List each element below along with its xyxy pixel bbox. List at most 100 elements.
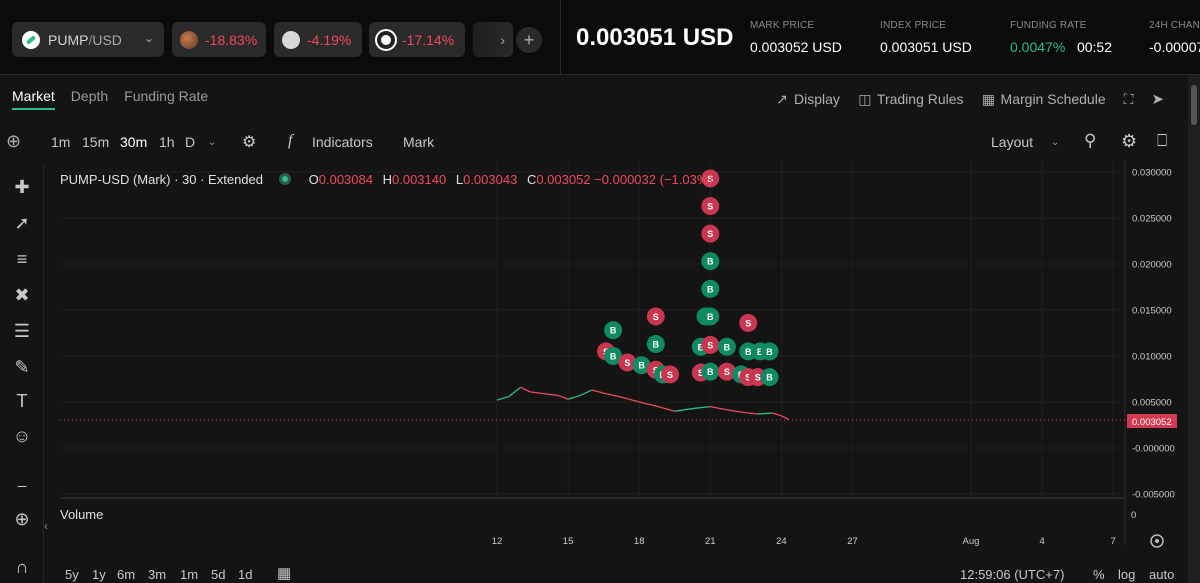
marker-circle	[701, 224, 720, 243]
crosshair-icon[interactable]: ✚	[14, 177, 30, 197]
marker-label: S	[755, 373, 761, 383]
ticker-chip[interactable]: -17.14%	[369, 22, 465, 57]
collapse-toolbar-icon[interactable]: ‹	[44, 519, 48, 533]
marker-label: S	[745, 318, 751, 328]
x-tick-label: 21	[705, 536, 716, 547]
margin-schedule-button[interactable]: ▦ Margin Schedule	[982, 91, 1106, 108]
price-segment	[558, 394, 569, 400]
x-tick-label: 24	[776, 536, 787, 547]
legend-title: PUMP-USD (Mark) · 30 · Extended	[60, 172, 263, 187]
marker-label: B	[707, 284, 714, 294]
next-ticker-button[interactable]: ›	[473, 22, 513, 57]
fib-icon[interactable]: ☰	[13, 321, 31, 341]
gear-icon[interactable]: ⚙	[1121, 131, 1138, 151]
pattern-icon[interactable]: ✖	[14, 285, 30, 305]
chart-tabs: Market Depth Funding Rate	[12, 88, 208, 110]
y-tick-label: 0.005000	[1132, 398, 1172, 409]
price-segment	[657, 405, 675, 412]
marker-label: B	[610, 326, 617, 336]
x-tick-label: 4	[1039, 536, 1044, 547]
interval-15m[interactable]: 15m	[82, 134, 110, 150]
calendar-icon: ▦	[981, 90, 996, 107]
y-tick-label: 0.010000	[1132, 352, 1172, 363]
magnet-icon[interactable]: ∩	[15, 557, 29, 577]
price-segment	[530, 391, 545, 395]
chart-right-tools: ↗ Display ◫ Trading Rules ▦ Margin Schedule…	[775, 90, 1164, 109]
ticker-chip[interactable]: -18.83%	[172, 22, 266, 57]
calendar-icon[interactable]: ▦	[277, 565, 292, 582]
add-ticker-button[interactable]: +	[516, 27, 542, 53]
trading-rules-button[interactable]: ◫ Trading Rules	[858, 91, 963, 108]
price-segment	[771, 412, 782, 417]
interval-1h[interactable]: 1h	[159, 134, 175, 150]
tab-funding-rate[interactable]: Funding Rate	[124, 88, 209, 104]
scroll-thumb[interactable]	[1191, 85, 1197, 125]
buy-marker: B	[701, 279, 720, 298]
ruler-icon[interactable]: ⎯	[17, 475, 27, 495]
text-icon[interactable]: T	[16, 391, 28, 411]
share-icon[interactable]: ➤	[1151, 91, 1164, 108]
marker-label: S	[707, 229, 713, 239]
chevron-down-icon[interactable]: ⌄	[1051, 137, 1060, 148]
auto-toggle[interactable]: auto	[1149, 567, 1175, 582]
x-tick-label: 27	[847, 536, 858, 547]
brush-icon[interactable]: ✎	[14, 357, 30, 377]
mark-price-toggle[interactable]: Mark	[403, 134, 435, 150]
index-price-stat: INDEX PRICE 0.003051 USD	[880, 20, 972, 55]
marker-label: S	[707, 174, 713, 184]
chevron-down-icon: ⌄	[143, 31, 154, 45]
zoom-in-icon[interactable]: ⊕	[14, 509, 30, 529]
range-3m[interactable]: 3m	[148, 567, 167, 582]
indicators-button[interactable]: Indicators	[312, 134, 373, 150]
horizontal-lines-icon[interactable]: ≡	[16, 249, 28, 269]
search-indicator-icon[interactable]: ⚲	[1084, 131, 1097, 150]
buy-marker: B	[760, 368, 779, 387]
funding-rate-value: 0.0047%	[1010, 39, 1066, 55]
tab-depth[interactable]: Depth	[70, 88, 109, 104]
buy-marker: B	[632, 356, 651, 375]
x-tick-label: 15	[563, 536, 574, 547]
buy-marker: B	[760, 342, 779, 361]
interval-d[interactable]: D	[185, 134, 196, 150]
range-5y[interactable]: 5y	[65, 567, 79, 582]
vertical-scrollbar[interactable]	[1188, 75, 1200, 583]
pair-selector[interactable]: PUMP / USD ⌄	[12, 22, 164, 57]
range-5d[interactable]: 5d	[211, 567, 226, 582]
price-segment	[741, 411, 758, 415]
trend-line-icon[interactable]: ➚	[14, 213, 30, 233]
mark-price-label: MARK PRICE	[750, 20, 815, 31]
margin-schedule-label: Margin Schedule	[1000, 90, 1106, 107]
interval-30m[interactable]: 30m	[120, 134, 148, 150]
chevron-down-icon[interactable]: ⌄	[208, 137, 217, 148]
range-6m[interactable]: 6m	[117, 567, 136, 582]
log-toggle[interactable]: log	[1118, 567, 1136, 582]
ticker-chip[interactable]: -4.19%	[274, 22, 362, 57]
range-1y[interactable]: 1y	[92, 567, 106, 582]
marker-circle	[701, 307, 720, 326]
clock-time[interactable]: 12:59:06 (UTC+7)	[960, 567, 1065, 582]
range-1m[interactable]: 1m	[180, 567, 199, 582]
price-segment	[724, 408, 742, 413]
buy-marker: B	[701, 362, 720, 381]
marker-label: B	[745, 347, 752, 357]
display-button[interactable]: ↗ Display	[775, 91, 840, 108]
chevron-right-icon: ›	[500, 31, 505, 48]
interval-1m[interactable]: 1m	[51, 134, 71, 150]
legend-open: 0.003084	[318, 172, 373, 187]
tab-market[interactable]: Market	[12, 88, 55, 110]
price-segment	[579, 389, 593, 397]
price-segment	[781, 415, 789, 421]
axis-settings-icon[interactable]	[1150, 534, 1164, 548]
emoji-icon[interactable]: ☺	[12, 426, 32, 446]
layout-button[interactable]: Layout	[991, 134, 1034, 150]
camera-icon[interactable]: ⎕	[1157, 131, 1168, 150]
add-symbol-icon[interactable]: ⊕	[6, 131, 22, 151]
marker-circle	[701, 279, 720, 298]
marker-label: B	[707, 312, 714, 322]
candle-type-icon[interactable]: ⚙	[242, 134, 257, 151]
range-1d[interactable]: 1d	[238, 567, 253, 582]
percent-toggle[interactable]: %	[1093, 567, 1105, 582]
fullscreen-icon[interactable]: ⛶	[1123, 90, 1134, 107]
funding-rate-stat: FUNDING RATE 0.0047% 00:52	[1010, 20, 1112, 55]
